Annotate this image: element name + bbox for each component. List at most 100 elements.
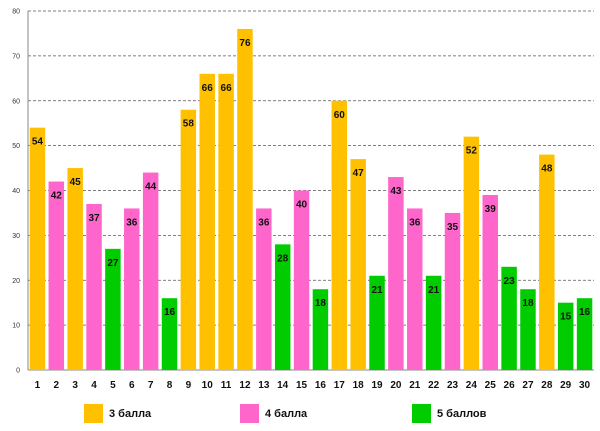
- y-tick-label: 80: [12, 9, 20, 16]
- data-labels: 54 42 45 37 27 36 44 16 58 66 66 76 36 28 40 18 60 47 21 43…: [32, 38, 591, 323]
- bar-value-label: 21: [371, 285, 383, 296]
- legend: 3 балла 4 балла 5 баллов: [84, 404, 487, 423]
- x-tick-label: 2: [54, 380, 60, 391]
- bar: [407, 208, 423, 370]
- x-tick-label: 28: [541, 380, 553, 391]
- bar-value-label: 23: [504, 276, 516, 287]
- x-tick-label: 22: [428, 380, 440, 391]
- x-tick-label: 26: [504, 380, 516, 391]
- bar-value-label: 36: [409, 217, 421, 228]
- bar: [293, 190, 310, 370]
- bar-value-label: 76: [239, 38, 251, 49]
- bar: [501, 266, 517, 370]
- x-tick-label: 8: [167, 380, 173, 391]
- y-tick-label: 40: [12, 188, 20, 195]
- x-tick-label: 3: [72, 380, 78, 391]
- bar: [274, 244, 291, 370]
- bar-value-label: 16: [164, 307, 176, 318]
- bar: [350, 159, 366, 370]
- bars: [29, 28, 593, 370]
- bar: [218, 73, 234, 370]
- bar-value-label: 36: [258, 217, 270, 228]
- bar-value-label: 18: [522, 298, 534, 309]
- bar: [161, 298, 178, 370]
- legend-label: 3 балла: [109, 408, 152, 420]
- bar: [67, 168, 83, 370]
- bar-value-label: 27: [107, 258, 119, 269]
- x-tick-label: 23: [447, 380, 459, 391]
- bar-value-label: 45: [70, 177, 82, 188]
- bar-value-label: 60: [334, 110, 346, 121]
- x-tick-label: 25: [485, 380, 497, 391]
- bar: [142, 172, 159, 370]
- legend-label: 5 баллов: [437, 408, 487, 420]
- bar: [444, 212, 461, 370]
- bar-value-label: 39: [485, 204, 497, 215]
- x-tick-label: 14: [277, 380, 289, 391]
- y-tick-label: 50: [12, 143, 20, 150]
- x-tick-label: 15: [296, 380, 308, 391]
- bar-value-label: 66: [221, 83, 233, 94]
- bar-value-label: 43: [390, 186, 402, 197]
- y-tick-label: 20: [12, 278, 20, 285]
- x-tick-label: 20: [390, 380, 402, 391]
- bar: [180, 109, 197, 370]
- x-tick-label: 17: [334, 380, 346, 391]
- bar-value-label: 28: [277, 253, 289, 264]
- x-tick-label: 5: [110, 380, 116, 391]
- bar-value-label: 37: [88, 213, 100, 224]
- x-tick-label: 30: [579, 380, 591, 391]
- x-tick-label: 27: [522, 380, 534, 391]
- bar: [86, 203, 102, 370]
- bar-value-label: 52: [466, 146, 478, 157]
- bar-value-label: 16: [579, 307, 591, 318]
- x-tick-label: 1: [35, 380, 41, 391]
- bar: [29, 127, 46, 370]
- legend-swatch: [240, 404, 259, 423]
- bar-value-label: 15: [560, 312, 572, 323]
- bar: [124, 208, 140, 370]
- bar: [388, 177, 404, 370]
- legend-swatch: [412, 404, 431, 423]
- bar: [520, 289, 536, 370]
- bar: [48, 181, 65, 370]
- legend-swatch: [84, 404, 103, 423]
- bar-value-label: 47: [353, 168, 365, 179]
- y-tick-label: 10: [12, 323, 20, 330]
- bar-value-label: 54: [32, 137, 44, 148]
- y-tick-label: 60: [12, 98, 20, 105]
- bar-value-label: 36: [126, 217, 138, 228]
- bar: [312, 289, 329, 370]
- x-tick-label: 4: [91, 380, 97, 391]
- y-tick-label: 70: [12, 53, 20, 60]
- x-tick-label: 16: [315, 380, 327, 391]
- x-tick-label: 12: [239, 380, 251, 391]
- bar: [105, 248, 121, 370]
- bar-value-label: 18: [315, 298, 327, 309]
- bar-value-label: 66: [202, 83, 214, 94]
- bar: [539, 154, 555, 370]
- x-tick-label: 10: [202, 380, 214, 391]
- bar-value-label: 48: [541, 164, 553, 175]
- x-tick-label: 11: [221, 380, 232, 391]
- bar: [463, 136, 480, 370]
- bar: [482, 194, 498, 370]
- x-tick-label: 13: [258, 380, 270, 391]
- x-tick-label: 24: [466, 380, 478, 391]
- x-tick-label: 7: [148, 380, 154, 391]
- bar: [425, 275, 442, 370]
- bar-value-label: 44: [145, 182, 157, 193]
- bar: [576, 298, 593, 370]
- gridlines: [28, 10, 594, 326]
- bar-value-label: 58: [183, 119, 195, 130]
- legend-label: 4 балла: [265, 408, 308, 420]
- y-tick-label: 0: [16, 368, 20, 375]
- bar: [369, 275, 385, 370]
- bar: [199, 73, 215, 370]
- x-tick-label: 9: [186, 380, 192, 391]
- bar-value-label: 21: [428, 285, 440, 296]
- x-tick-label: 29: [560, 380, 572, 391]
